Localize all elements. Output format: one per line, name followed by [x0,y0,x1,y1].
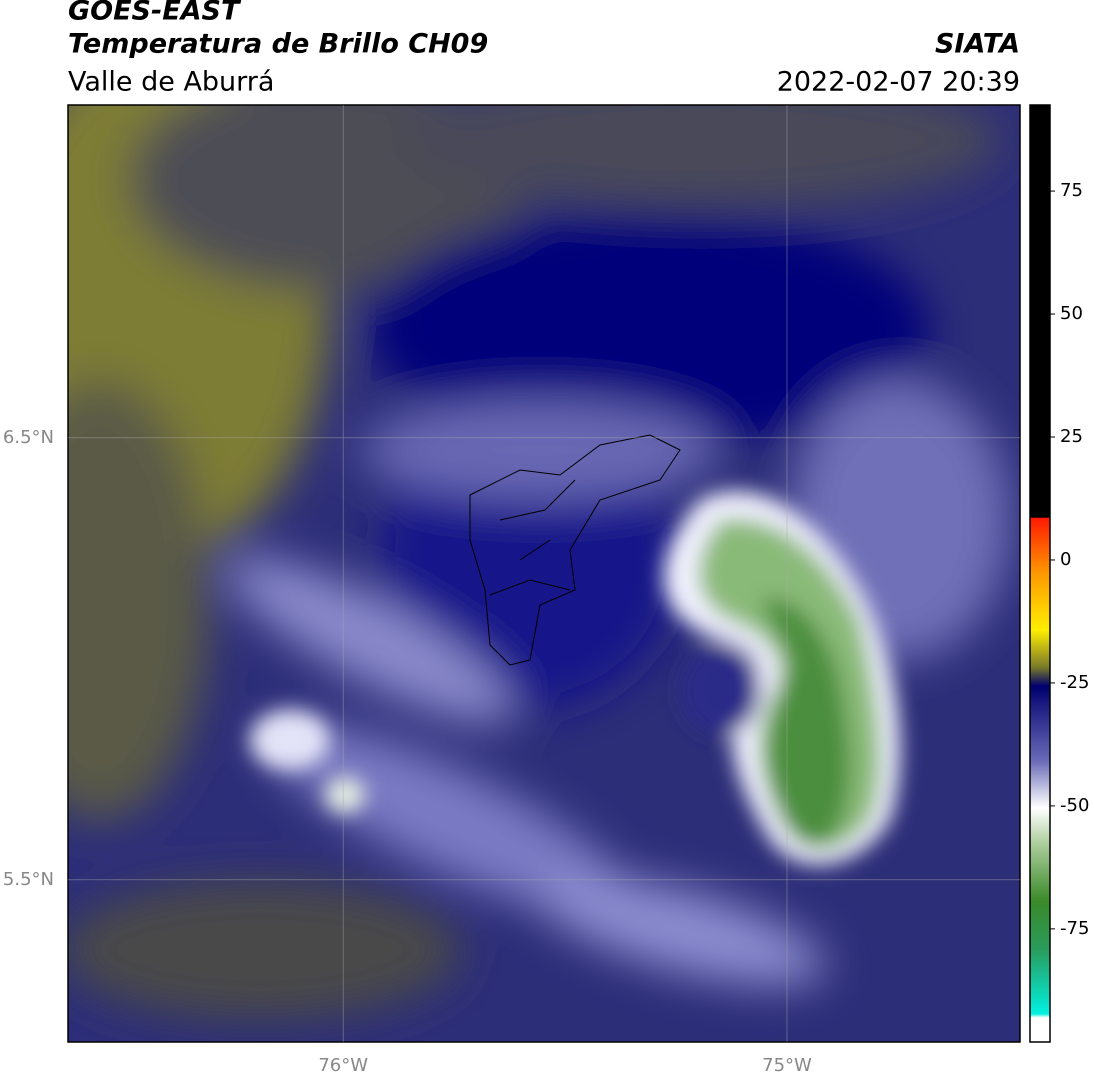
map-frame [67,104,1021,1043]
subtitle: Temperatura de Brillo CH09 [68,29,488,60]
lat-tick-label: 6.5°N [3,427,54,448]
title: GOES-EAST [68,0,242,27]
colorbar-tick-label: -25 [1060,672,1089,693]
lon-tick-label: 76°W [318,1055,368,1076]
colorbar-tick-label: -50 [1060,795,1089,816]
colorbar-tick-label: 75 [1060,180,1083,201]
source: SIATA [935,29,1020,60]
region: Valle de Aburrá [68,67,274,98]
colorbar [1029,104,1051,1043]
datetime: 2022-02-07 20:39 [777,67,1020,98]
colorbar-tick-label: 0 [1060,549,1071,570]
colorbar-tick-label: 50 [1060,303,1083,324]
colorbar-tick-label: -75 [1060,918,1089,939]
colorbar-tick-label: 25 [1060,426,1083,447]
lat-tick-label: 5.5°N [3,869,54,890]
lon-tick-label: 75°W [762,1055,812,1076]
satellite-image [68,105,1020,1042]
